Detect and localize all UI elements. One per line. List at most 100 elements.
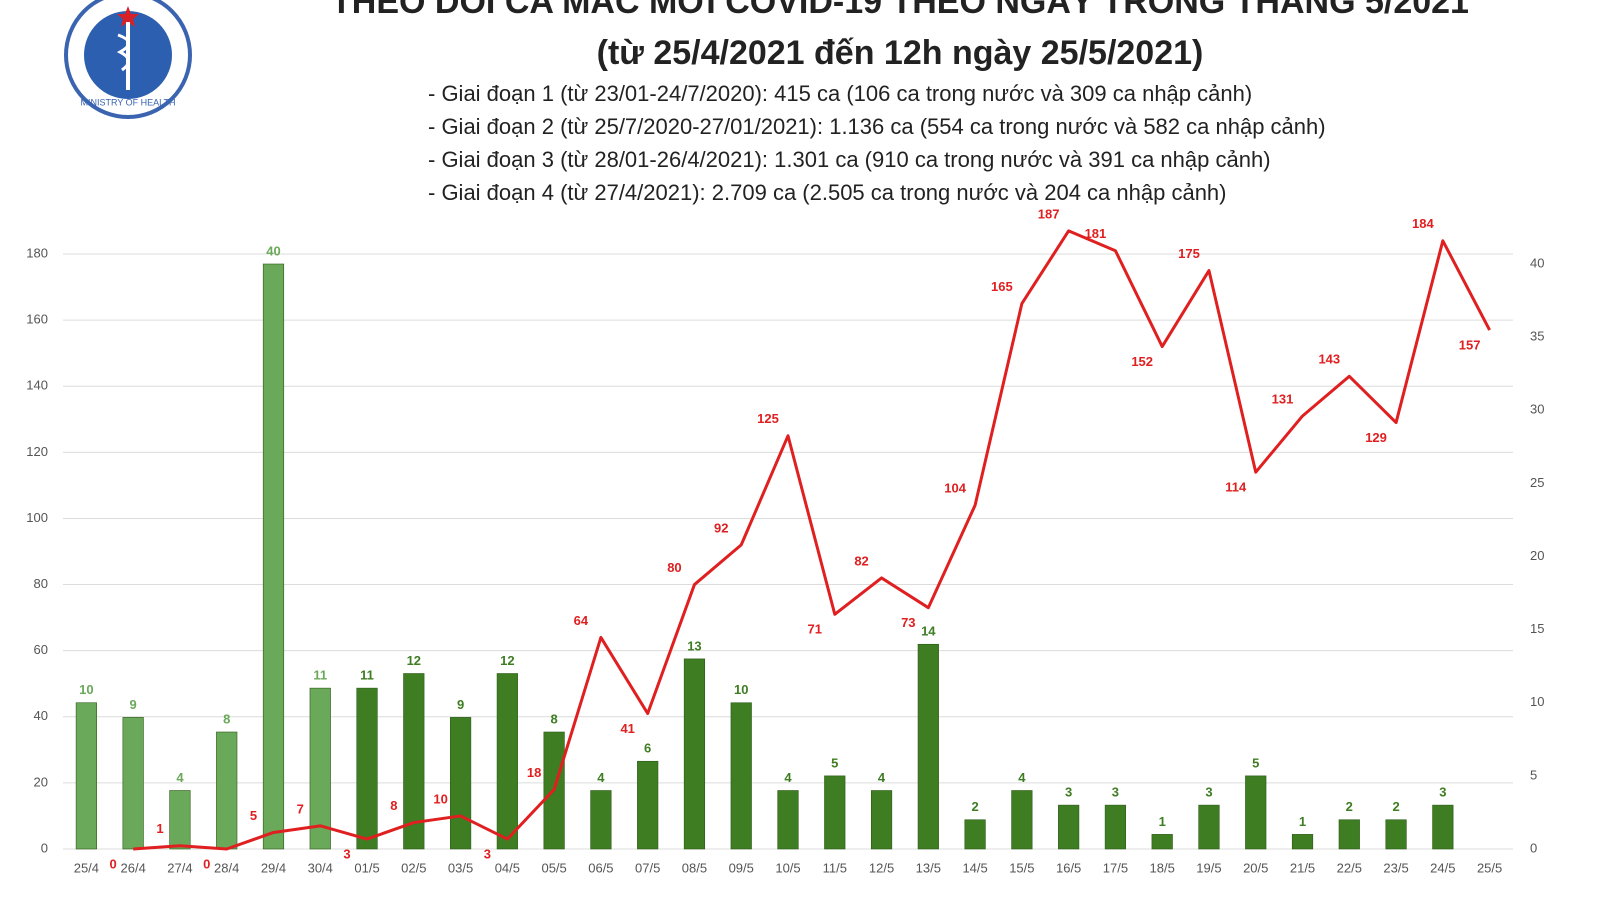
y2-tick-label: 5 bbox=[1530, 767, 1537, 782]
bar-value-label: 40 bbox=[266, 243, 280, 258]
bar-value-label: 8 bbox=[551, 711, 558, 726]
bar bbox=[683, 658, 706, 850]
x-tick-label: 07/5 bbox=[635, 860, 660, 875]
bar-value-label: 6 bbox=[644, 741, 651, 756]
y2-tick-label: 20 bbox=[1530, 548, 1544, 563]
y2-tick-label: 15 bbox=[1530, 621, 1544, 636]
bar bbox=[1338, 819, 1360, 850]
x-tick-label: 12/5 bbox=[869, 860, 894, 875]
y2-tick-label: 40 bbox=[1530, 255, 1544, 270]
x-tick-label: 29/4 bbox=[261, 860, 286, 875]
line-value-label: 129 bbox=[1365, 430, 1387, 445]
bar bbox=[964, 819, 986, 850]
x-tick-label: 23/5 bbox=[1383, 860, 1408, 875]
bar-value-label: 5 bbox=[1252, 755, 1259, 770]
line bbox=[133, 229, 1491, 851]
bar bbox=[730, 702, 752, 850]
bar bbox=[216, 731, 238, 850]
bar-value-label: 3 bbox=[1065, 785, 1072, 800]
y2-tick-label: 25 bbox=[1530, 475, 1544, 490]
y-tick-label: 40 bbox=[34, 708, 48, 723]
chart-title: THEO DÕI CA MẮC MỚI COVID-19 THEO NGÀY T… bbox=[331, 0, 1469, 21]
line-value-label: 131 bbox=[1272, 391, 1294, 406]
bar bbox=[1245, 775, 1267, 850]
x-tick-label: 20/5 bbox=[1243, 860, 1268, 875]
x-tick-label: 25/5 bbox=[1477, 860, 1502, 875]
bar bbox=[917, 643, 939, 850]
x-tick-label: 04/5 bbox=[495, 860, 520, 875]
bar bbox=[122, 717, 144, 850]
bar-value-label: 3 bbox=[1205, 785, 1212, 800]
x-tick-label: 03/5 bbox=[448, 860, 473, 875]
y-tick-label: 60 bbox=[34, 642, 48, 657]
x-tick-label: 09/5 bbox=[729, 860, 754, 875]
line-value-label: 1 bbox=[156, 821, 163, 836]
line-value-label: 187 bbox=[1038, 206, 1060, 221]
chart-subtitle: (từ 25/4/2021 đến 12h ngày 25/5/2021) bbox=[597, 34, 1204, 72]
bar-value-label: 1 bbox=[1159, 814, 1166, 829]
y2-tick-label: 10 bbox=[1530, 694, 1544, 709]
line-value-label: 3 bbox=[484, 847, 491, 862]
line-value-label: 104 bbox=[944, 481, 966, 496]
bar bbox=[1432, 804, 1454, 850]
bar bbox=[870, 790, 893, 850]
logo: MINISTRY OF HEALTH bbox=[64, 0, 192, 119]
bar bbox=[75, 702, 97, 850]
line-value-label: 41 bbox=[620, 721, 634, 736]
x-tick-label: 18/5 bbox=[1150, 860, 1175, 875]
y2-tick-label: 35 bbox=[1530, 329, 1544, 344]
bar bbox=[1198, 804, 1220, 850]
line-value-label: 0 bbox=[203, 856, 210, 871]
bar bbox=[824, 775, 846, 850]
bar-value-label: 10 bbox=[79, 682, 93, 697]
line-value-label: 181 bbox=[1085, 226, 1107, 241]
x-tick-label: 01/5 bbox=[354, 860, 379, 875]
bar bbox=[403, 673, 425, 850]
y-tick-label: 100 bbox=[26, 510, 48, 525]
line-value-label: 125 bbox=[757, 411, 779, 426]
bar-value-label: 5 bbox=[831, 755, 838, 770]
bar-value-label: 4 bbox=[1018, 770, 1026, 785]
bar-value-label: 2 bbox=[971, 799, 978, 814]
bar bbox=[496, 673, 518, 850]
x-tick-label: 15/5 bbox=[1009, 860, 1034, 875]
line-value-label: 114 bbox=[1225, 480, 1247, 495]
bar bbox=[590, 790, 612, 850]
bar-value-label: 1 bbox=[1299, 814, 1306, 829]
note: - Giai đoạn 4 (từ 27/4/2021): 2.709 ca (… bbox=[428, 180, 1227, 205]
line-value-label: 7 bbox=[297, 801, 304, 816]
bar-value-label: 4 bbox=[597, 770, 605, 785]
y-tick-label: 160 bbox=[26, 312, 48, 327]
bar-value-label: 3 bbox=[1112, 785, 1119, 800]
line-value-label: 157 bbox=[1459, 337, 1481, 352]
note: - Giai đoạn 2 (từ 25/7/2020-27/01/2021):… bbox=[428, 114, 1326, 139]
x-tick-label: 05/5 bbox=[541, 860, 566, 875]
bar bbox=[1385, 819, 1407, 850]
bar-value-label: 3 bbox=[1439, 785, 1446, 800]
line-value-label: 18 bbox=[527, 765, 541, 780]
x-tick-label: 10/5 bbox=[775, 860, 800, 875]
x-tick-label: 26/4 bbox=[121, 860, 146, 875]
bar-value-label: 2 bbox=[1346, 799, 1353, 814]
x-tick-label: 22/5 bbox=[1337, 860, 1362, 875]
line-value-label: 71 bbox=[808, 622, 822, 637]
y-tick-label: 0 bbox=[41, 840, 48, 855]
line-value-label: 0 bbox=[110, 856, 117, 871]
x-tick-label: 24/5 bbox=[1430, 860, 1455, 875]
x-tick-label: 28/4 bbox=[214, 860, 239, 875]
x-tick-label: 02/5 bbox=[401, 860, 426, 875]
x-tick-label: 16/5 bbox=[1056, 860, 1081, 875]
x-tick-label: 27/4 bbox=[167, 860, 192, 875]
bar-value-label: 12 bbox=[500, 653, 514, 668]
bar-value-label: 12 bbox=[407, 653, 421, 668]
line-value-label: 165 bbox=[991, 279, 1013, 294]
bar-value-label: 14 bbox=[921, 624, 936, 639]
x-tick-label: 14/5 bbox=[962, 860, 987, 875]
x-tick-label: 30/4 bbox=[308, 860, 333, 875]
bar bbox=[169, 790, 191, 850]
bar-value-label: 9 bbox=[130, 697, 137, 712]
bar-value-label: 11 bbox=[313, 668, 327, 683]
x-tick-label: 25/4 bbox=[74, 860, 99, 875]
logo-text: MINISTRY OF HEALTH bbox=[80, 97, 175, 107]
